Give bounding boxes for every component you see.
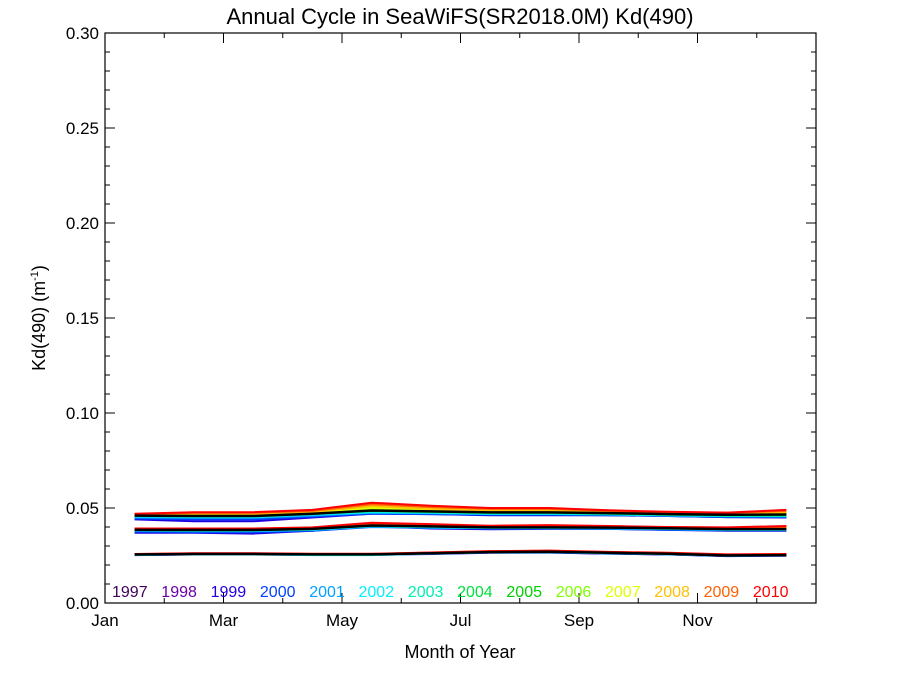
legend-item-2000: 2000 <box>260 584 296 601</box>
x-axis-ticks: Jan Mar May Jul Sep Nov <box>91 33 758 630</box>
y-axis-label-superscript: -1 <box>29 271 41 281</box>
mean-line-middle <box>134 524 787 532</box>
legend-item-2009: 2009 <box>704 584 740 601</box>
x-tick-label: Jul <box>450 611 472 630</box>
series-line-2010-upper <box>134 501 787 515</box>
y-axis-label-main: Kd(490) (m <box>29 281 49 371</box>
legend-item-2008: 2008 <box>654 584 690 601</box>
y-tick-label: 0.25 <box>66 119 99 138</box>
legend-item-1997: 1997 <box>112 584 148 601</box>
x-tick-label: Nov <box>682 611 713 630</box>
mean-line-lower <box>134 550 787 557</box>
legend-item-2007: 2007 <box>605 584 641 601</box>
y-axis-label-close: ) <box>29 265 49 271</box>
x-tick-label: Mar <box>209 611 239 630</box>
legend-item-2004: 2004 <box>457 584 493 601</box>
y-tick-label: 0.10 <box>66 404 99 423</box>
x-tick-label: May <box>326 611 359 630</box>
mean-line-upper <box>134 509 787 518</box>
chart-title: Annual Cycle in SeaWiFS(SR2018.0M) Kd(49… <box>226 4 693 29</box>
x-tick-label: Jan <box>91 611 118 630</box>
y-axis-label: Kd(490) (m-1) <box>29 265 49 371</box>
y-axis-ticks: 0.00 0.05 0.10 0.15 0.20 0.25 0.30 <box>66 24 816 613</box>
x-tick-label: Sep <box>564 611 594 630</box>
y-tick-label: 0.20 <box>66 214 99 233</box>
y-tick-label: 0.15 <box>66 309 99 328</box>
y-tick-label: 0.30 <box>66 24 99 43</box>
legend-item-2002: 2002 <box>359 584 395 601</box>
legend-item-2005: 2005 <box>506 584 542 601</box>
legend-item-1998: 1998 <box>161 584 197 601</box>
y-tick-label: 0.00 <box>66 594 99 613</box>
legend: 1997 1998 1999 2000 2001 2002 2003 2004 2005 2006… <box>112 584 789 601</box>
series-line-2010-middle <box>134 521 787 530</box>
legend-item-2010: 2010 <box>753 584 789 601</box>
plot-lines <box>134 501 787 558</box>
legend-item-1999: 1999 <box>211 584 247 601</box>
legend-item-2003: 2003 <box>408 584 444 601</box>
y-tick-label: 0.05 <box>66 499 99 518</box>
x-axis-label: Month of Year <box>404 642 515 662</box>
legend-item-2001: 2001 <box>309 584 345 601</box>
legend-item-2006: 2006 <box>556 584 592 601</box>
